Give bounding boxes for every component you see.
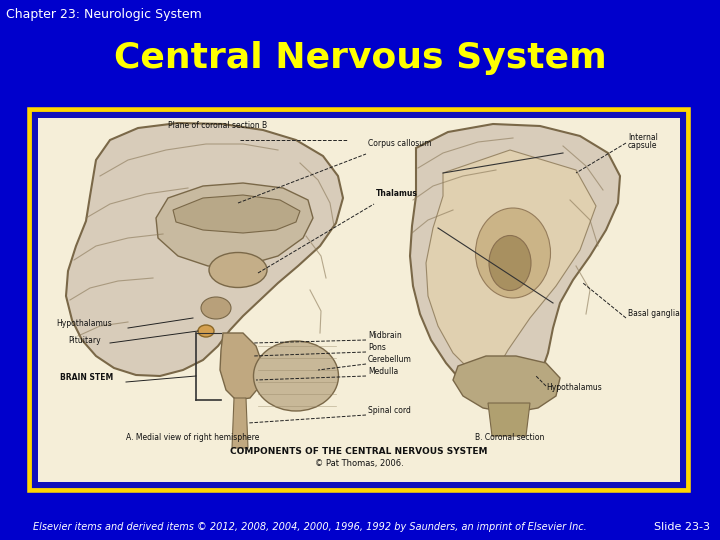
Ellipse shape: [489, 235, 531, 291]
Text: Slide 23-3: Slide 23-3: [654, 522, 710, 532]
Polygon shape: [173, 195, 300, 233]
Ellipse shape: [475, 208, 551, 298]
Text: Elsevier items and derived items © 2012, 2008, 2004, 2000, 1996, 1992 by Saunder: Elsevier items and derived items © 2012,…: [33, 522, 587, 532]
Polygon shape: [232, 398, 248, 448]
Text: Chapter 23: Neurologic System: Chapter 23: Neurologic System: [6, 8, 202, 21]
Text: Central Nervous System: Central Nervous System: [114, 41, 606, 75]
Text: Internal: Internal: [628, 133, 658, 142]
Polygon shape: [453, 356, 560, 413]
Bar: [34, 114, 684, 486]
Text: COMPONENTS OF THE CENTRAL NERVOUS SYSTEM: COMPONENTS OF THE CENTRAL NERVOUS SYSTEM: [230, 447, 487, 456]
Text: Thalamus: Thalamus: [376, 189, 418, 198]
Text: B. Coronal section: B. Coronal section: [475, 433, 545, 442]
Polygon shape: [426, 150, 596, 376]
Polygon shape: [488, 403, 530, 436]
Text: © Pat Thomas, 2006.: © Pat Thomas, 2006.: [315, 459, 403, 468]
Polygon shape: [66, 123, 343, 376]
Text: Plane of coronal section B: Plane of coronal section B: [168, 121, 267, 130]
Ellipse shape: [253, 341, 338, 411]
Text: BRAIN STEM: BRAIN STEM: [60, 373, 113, 382]
Text: Hypothalamus: Hypothalamus: [56, 319, 112, 328]
Polygon shape: [156, 183, 313, 266]
Text: Medulla: Medulla: [368, 367, 398, 376]
Text: Pituitary: Pituitary: [68, 336, 101, 345]
Text: Midbrain: Midbrain: [368, 331, 402, 340]
Bar: [30, 110, 688, 490]
Polygon shape: [220, 333, 263, 400]
Text: Basal ganglia: Basal ganglia: [628, 309, 680, 318]
Ellipse shape: [209, 253, 267, 287]
Polygon shape: [410, 124, 620, 400]
Text: Corpus callosum: Corpus callosum: [368, 139, 431, 148]
Text: Hypothalamus: Hypothalamus: [546, 383, 602, 392]
Text: Spinal cord: Spinal cord: [368, 406, 411, 415]
Ellipse shape: [198, 325, 214, 337]
Text: A. Medial view of right hemisphere: A. Medial view of right hemisphere: [126, 433, 260, 442]
Text: Pons: Pons: [368, 343, 386, 352]
Bar: [38, 118, 680, 482]
Text: capsule: capsule: [628, 141, 657, 150]
Ellipse shape: [201, 297, 231, 319]
Text: Cerebellum: Cerebellum: [368, 355, 412, 364]
